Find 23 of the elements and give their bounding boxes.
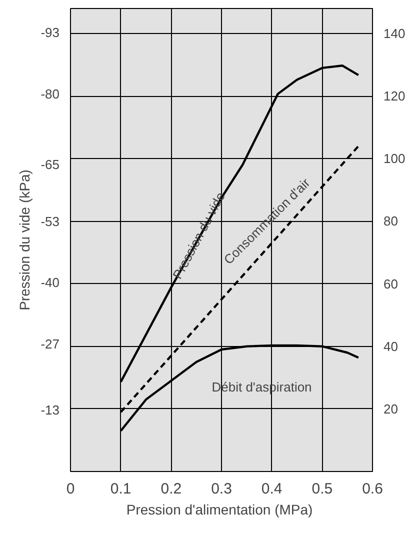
- y2-tick-label: 40: [384, 338, 398, 354]
- y-tick-label: -13: [40, 402, 60, 418]
- y2-tick-label: 60: [384, 276, 398, 292]
- y-tick-label: -40: [40, 275, 60, 290]
- x-tick-label: 0.6: [362, 480, 383, 498]
- x-tick-label: 0.3: [211, 480, 232, 498]
- y-tick-label: -27: [40, 336, 60, 352]
- x-axis-title: Pression d'alimentation (MPa): [126, 502, 313, 518]
- y-tick-label: -80: [40, 86, 60, 102]
- y-tick-label: -93: [40, 25, 60, 40]
- x-tick-label: 0.1: [110, 480, 132, 498]
- y2-tick-label: 100: [384, 151, 406, 166]
- x-tick-label: 0.4: [261, 480, 282, 498]
- y2-tick-label: 80: [384, 214, 398, 229]
- y-tick-label: -65: [40, 157, 60, 172]
- y2-tick-label: 140: [384, 26, 406, 42]
- x-tick-label: 0.2: [160, 480, 182, 498]
- y-tick-label: -53: [40, 214, 60, 229]
- x-tick-label: 0.5: [312, 480, 333, 498]
- x-tick-label: 0: [66, 480, 75, 498]
- y2-tick-label: 20: [384, 401, 398, 416]
- y2-tick-label: 120: [384, 88, 406, 104]
- y-axis-title: Pression du vide (kPa): [16, 170, 33, 310]
